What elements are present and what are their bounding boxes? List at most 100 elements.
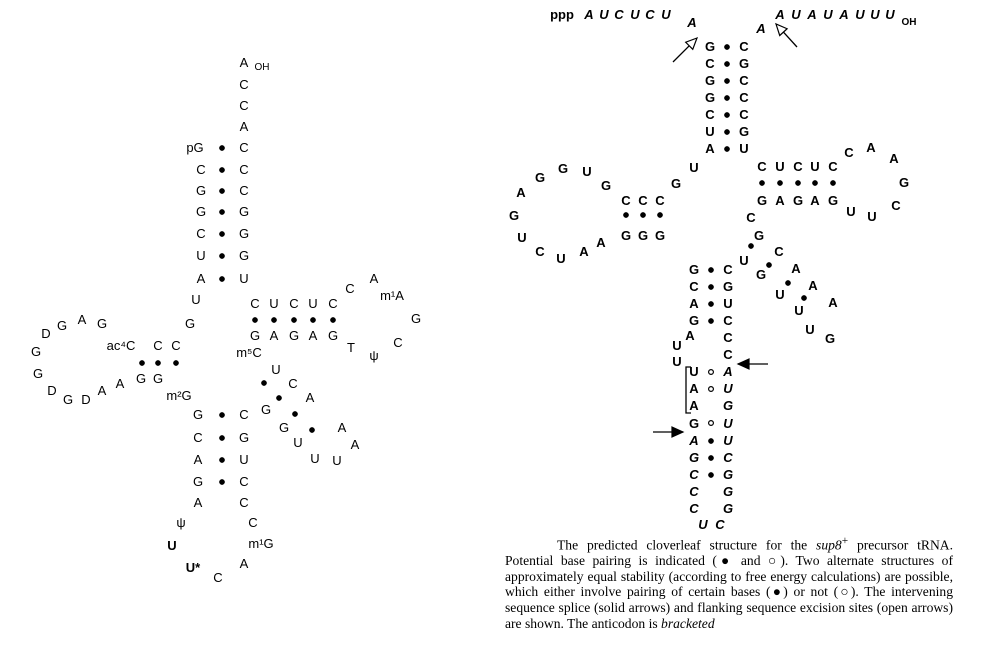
variable-base: m⁵C <box>236 345 262 360</box>
excision-site-arrow-3p-shaft <box>782 31 798 48</box>
precursor-anticodon-stem-right-base: U <box>723 296 732 311</box>
precursor-intron-base: G <box>723 398 733 413</box>
tpsic-stem-top-base: C <box>328 296 337 311</box>
precursor-lower-left-base: C <box>689 467 699 482</box>
trailer-base: U <box>791 7 801 22</box>
trailer-junction-base: A <box>755 21 765 36</box>
excision-site-arrow-5p-shaft <box>672 45 690 63</box>
precursor-lower-right-base: U <box>723 433 733 448</box>
d-stem-bottom-base: G <box>153 371 163 386</box>
precursor-t-stem-top-base: U <box>810 159 819 174</box>
precursor-lower-right-base: G <box>723 467 733 482</box>
figure-caption: The predicted cloverleaf structure for t… <box>505 534 953 631</box>
anticodon-stem-right-base: G <box>239 430 249 445</box>
acceptor-stem-3p-base: G <box>239 248 249 263</box>
variable-base: G <box>279 420 289 435</box>
base-pair-dot <box>724 44 730 50</box>
d-loop-base: G <box>31 344 41 359</box>
tpsic-loop-base: C <box>393 335 402 350</box>
precursor-d-loop-base: A <box>516 185 526 200</box>
precursor-lower-right-base: G <box>723 501 733 516</box>
precursor-column-base: A <box>689 381 699 396</box>
precursor-t-loop-base: C <box>844 145 854 160</box>
weak-pair-dot <box>707 420 714 427</box>
caption-part1: The predicted cloverleaf structure for t… <box>557 537 817 553</box>
caption-part2: precursor tRNA. Potential base pairing i… <box>505 537 953 631</box>
precursor-acceptor-left-base: A <box>705 141 715 156</box>
leader-base: A <box>583 7 593 22</box>
precursor-d-loop-base: G <box>535 170 545 185</box>
d-loop-base: G <box>97 316 107 331</box>
base-pair-dot <box>219 412 225 418</box>
base-pair-dot <box>219 479 225 485</box>
acceptor-oh-label: OH <box>255 62 270 73</box>
tpsic-stem-bottom-base: G <box>289 328 299 343</box>
base-pair-dot <box>759 180 765 186</box>
base-pair-dot <box>330 317 336 323</box>
precursor-acceptor-right-base: G <box>739 56 749 71</box>
precursor-column-base: G <box>689 416 699 431</box>
variable-base: G <box>261 402 271 417</box>
base-pair-dot <box>777 180 783 186</box>
base-pair-dot <box>271 317 277 323</box>
precursor-variable-base: C <box>774 244 784 259</box>
acceptor-stem-5p-base: G <box>196 204 206 219</box>
base-pair-dot <box>766 262 772 268</box>
base-pair-dot <box>724 95 730 101</box>
precursor-variable-base: U <box>775 287 784 302</box>
precursor-d-loop-base: G <box>601 178 611 193</box>
precursor-column-base: U <box>689 364 698 379</box>
precursor-t-stem-top-base: C <box>757 159 767 174</box>
acceptor-stem-3p-base: G <box>239 204 249 219</box>
base-pair-dot <box>261 380 267 386</box>
anticodon-bracket <box>685 366 691 414</box>
base-pair-dot <box>623 212 629 218</box>
precursor-lower-left-base: A <box>688 433 698 448</box>
acceptor-stem-5p-base: C <box>196 226 205 241</box>
precursor-t-loop-base: U <box>846 204 855 219</box>
base-pair-dot <box>724 112 730 118</box>
caption-gene-superscript: + <box>841 535 849 547</box>
precursor-acceptor-right-base: C <box>739 73 749 88</box>
precursor-acceptor-left-base: G <box>705 39 715 54</box>
precursor-column-base: A <box>689 398 699 413</box>
leader-triphosphate: ppp <box>550 7 574 22</box>
precursor-variable-base: U <box>739 253 748 268</box>
precursor-anticodon-stem-right-base: C <box>723 347 733 362</box>
acceptor-tail-base: C <box>239 77 248 92</box>
precursor-variable-base: U <box>805 322 814 337</box>
d-loop-base: G <box>33 366 43 381</box>
base-pair-dot <box>708 438 714 444</box>
acceptor-stem-5p-base: A <box>197 271 206 286</box>
base-pair-dot <box>724 78 730 84</box>
base-pair-dot <box>724 146 730 152</box>
tpsic-stem-top-base: U <box>269 296 278 311</box>
anticodon-loop-base: m¹G <box>248 536 273 551</box>
base-pair-dot <box>724 129 730 135</box>
precursor-acceptor-right-base: C <box>739 90 749 105</box>
splice-site-arrow-5p-head <box>671 426 685 438</box>
d-loop-base: A <box>78 312 87 327</box>
variable-base: C <box>288 376 297 391</box>
tpsic-loop-base: A <box>370 271 379 286</box>
precursor-anticodon-stem-left-base: C <box>689 279 699 294</box>
variable-base: A <box>338 420 347 435</box>
base-pair-dot <box>812 180 818 186</box>
precursor-bottom-base: C <box>715 517 725 532</box>
junction-u-base: U <box>191 292 200 307</box>
d-loop-base: G <box>63 392 73 407</box>
anticodon-stem-right-base: C <box>239 495 248 510</box>
precursor-t-stem-bottom-base: G <box>793 193 803 208</box>
base-pair-dot <box>155 360 161 366</box>
base-pair-dot <box>801 295 807 301</box>
tpsic-loop-base: m¹A <box>380 288 404 303</box>
anticodon-stem-left-base: G <box>193 474 203 489</box>
base-pair-dot <box>795 180 801 186</box>
acceptor-stem-3p-base: C <box>239 140 248 155</box>
precursor-t-loop-base: C <box>891 198 901 213</box>
precursor-variable-base: G <box>756 267 766 282</box>
anticodon-loop-base: C <box>248 515 257 530</box>
precursor-d-stem-top-base: C <box>621 193 631 208</box>
